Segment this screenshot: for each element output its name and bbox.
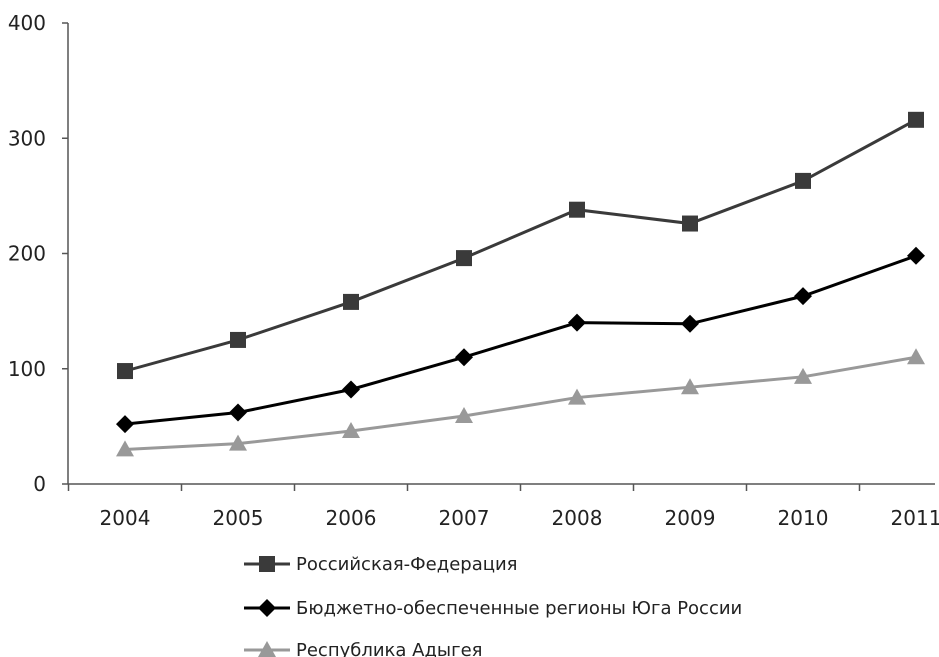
series-2 [116, 348, 925, 457]
x-tick-label: 2005 [213, 506, 264, 530]
data-point-marker [681, 314, 699, 333]
series-lines [116, 111, 925, 457]
series-1 [116, 246, 925, 434]
data-point-marker [230, 331, 246, 348]
y-tick-label: 400 [8, 11, 46, 35]
data-point-marker [682, 215, 698, 232]
data-point-marker [116, 415, 134, 434]
x-tick-label: 2006 [326, 506, 377, 530]
y-tick-label: 200 [8, 242, 46, 266]
legend-label: Бюджетно-обеспеченные регионы Юга России [296, 598, 742, 619]
series-line [124, 254, 917, 426]
data-point-marker [794, 287, 812, 306]
legend-entry: Республика Адыгея [244, 640, 483, 657]
data-point-marker [908, 111, 924, 128]
y-tick-label: 0 [33, 472, 46, 496]
data-point-marker [229, 434, 247, 451]
series-line [124, 355, 917, 451]
x-tick-label: 2008 [552, 506, 603, 530]
data-point-marker [907, 246, 925, 265]
legend-entry: Российская-Федерация [244, 554, 518, 575]
x-tick-label: 2009 [665, 506, 716, 530]
x-tick-label: 2010 [778, 506, 829, 530]
y-tick-label: 100 [8, 357, 46, 381]
legend-marker [259, 556, 275, 572]
legend-label: Российская-Федерация [296, 554, 518, 575]
y-tick-label: 300 [8, 126, 46, 150]
x-tick-label: 2011 [891, 506, 939, 530]
legend-label: Республика Адыгея [296, 640, 483, 657]
data-point-marker [456, 250, 472, 267]
data-point-marker [907, 348, 925, 365]
data-point-marker [342, 421, 360, 438]
series-0 [117, 111, 924, 380]
data-point-marker [229, 403, 247, 422]
legend-entry: Бюджетно-обеспеченные регионы Юга России [244, 598, 742, 619]
data-point-marker [455, 348, 473, 367]
data-point-marker [455, 407, 473, 424]
legend-marker [258, 599, 276, 617]
legend-marker [258, 641, 276, 657]
legend: Российская-Федерация Бюджетно-обеспеченны… [244, 554, 742, 657]
x-tick-label: 2004 [100, 506, 151, 530]
data-point-marker [795, 172, 811, 189]
data-point-marker [342, 380, 360, 399]
axes: 0 100 200 300 400 2004 2005 2006 2007 2008 2009 201… [8, 11, 939, 530]
series-line [124, 118, 917, 373]
data-point-marker [117, 363, 133, 380]
data-point-marker [569, 201, 585, 218]
data-point-marker [681, 378, 699, 395]
data-point-marker [568, 388, 586, 405]
x-tick-label: 2007 [439, 506, 490, 530]
data-point-marker [794, 367, 812, 384]
data-point-marker [568, 313, 586, 332]
data-point-marker [343, 293, 359, 310]
data-point-marker [116, 440, 134, 457]
